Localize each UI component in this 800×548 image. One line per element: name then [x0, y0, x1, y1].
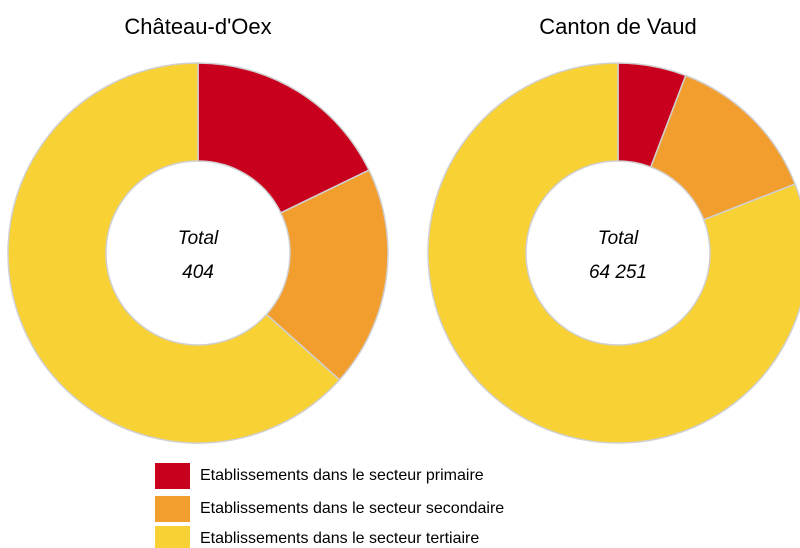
center-label: Total [598, 228, 639, 249]
center-total: 404 [182, 262, 214, 283]
donut-segment [7, 62, 341, 444]
center-label: Total [178, 228, 219, 249]
legend-label: Etablissements dans le secteur tertiaire [200, 530, 479, 547]
legend-label: Etablissements dans le secteur primaire [200, 467, 484, 484]
legend-swatch [155, 526, 190, 548]
legend-swatch [155, 463, 190, 489]
donut-segment [197, 62, 371, 214]
donut-segment [427, 62, 800, 444]
donut-segment [265, 169, 389, 381]
chart-title: Canton de Vaud [539, 14, 696, 39]
chart-title: Château-d'Oex [124, 14, 271, 39]
center-total: 64 251 [589, 262, 647, 283]
legend-label: Etablissements dans le secteur secondair… [200, 500, 504, 517]
legend-swatch [155, 496, 190, 522]
